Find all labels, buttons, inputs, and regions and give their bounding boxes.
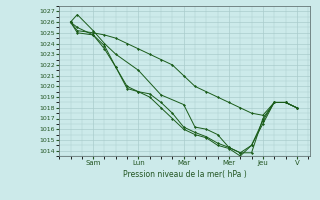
X-axis label: Pression niveau de la mer( hPa ): Pression niveau de la mer( hPa ) (123, 170, 247, 179)
